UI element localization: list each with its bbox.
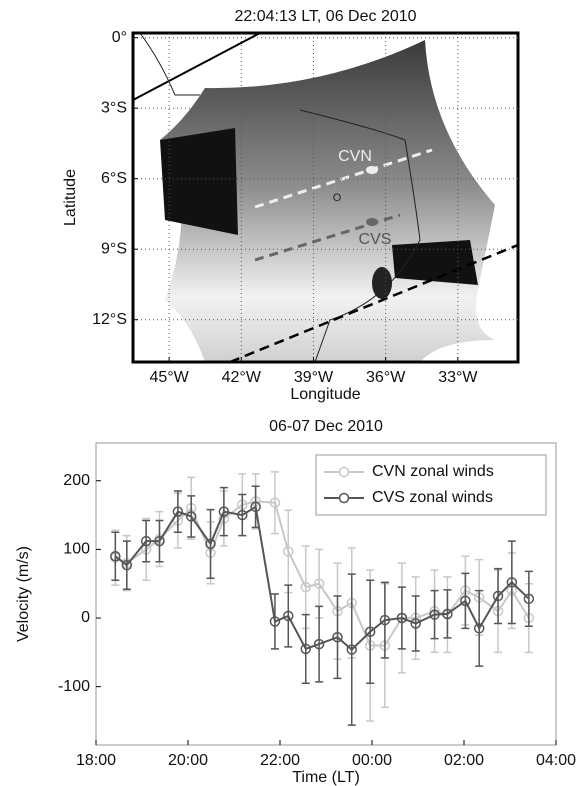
series-line	[114, 500, 530, 647]
data-point	[110, 551, 121, 562]
data-point	[313, 578, 325, 589]
data-point	[460, 595, 471, 607]
data-point	[410, 618, 421, 629]
annotation: O	[333, 192, 342, 204]
data-point	[140, 535, 152, 547]
data-point	[237, 509, 248, 521]
y-tick-label: 12°S	[92, 311, 127, 328]
y-tick-label: 3°S	[101, 99, 127, 116]
x-tick-label: 18:00	[76, 752, 116, 769]
data-point	[269, 497, 281, 508]
data-point	[379, 614, 391, 626]
data-point	[506, 577, 518, 588]
data-point	[473, 623, 485, 634]
y-tick-label: 100	[63, 541, 90, 558]
data-point	[429, 609, 440, 620]
legend-label: CVN zonal winds	[372, 463, 494, 480]
data-point	[154, 535, 165, 547]
data-point	[492, 590, 504, 602]
data-point	[364, 626, 376, 637]
data-point	[185, 511, 197, 522]
y-tick-label: 0	[81, 609, 90, 626]
y-axis-label: Latitude	[62, 169, 79, 226]
data-point	[442, 608, 453, 620]
legend-marker	[338, 466, 350, 478]
data-point	[332, 631, 343, 643]
annotation: CVN	[338, 148, 372, 165]
data-point	[313, 638, 325, 650]
data-point	[283, 546, 294, 557]
annotation: CVS	[359, 231, 392, 248]
data-point	[346, 644, 358, 655]
data-point	[300, 581, 312, 593]
x-tick-label: 42°W	[222, 369, 262, 386]
x-tick-label: 45°W	[149, 369, 189, 386]
data-point	[523, 593, 535, 605]
chart-title: 22:04:13 LT, 06 Dec 2010	[234, 8, 416, 25]
plot-frame	[95, 442, 557, 746]
y-tick-label: 200	[63, 472, 90, 489]
x-tick-label: 36°W	[366, 369, 406, 386]
x-axis-label: Time (LT)	[292, 769, 360, 786]
data-point	[121, 559, 133, 571]
data-point	[218, 506, 230, 517]
x-tick-label: 33°W	[438, 369, 478, 386]
x-tick-label: 02:00	[444, 752, 484, 769]
legend-label: CVS zonal winds	[372, 489, 493, 506]
x-tick-label: 20:00	[168, 752, 208, 769]
airglow-image	[133, 33, 518, 362]
chart-title: 06-07 Dec 2010	[269, 418, 383, 435]
x-tick-label: 39°W	[294, 369, 334, 386]
y-tick-label: 9°S	[101, 240, 127, 257]
data-point	[300, 643, 312, 655]
data-point	[205, 538, 216, 550]
x-tick-label: 04:00	[536, 752, 576, 769]
x-axis-label: Longitude	[290, 386, 360, 403]
data-point	[250, 501, 261, 513]
y-axis-label: Velocity (m/s)	[15, 546, 32, 642]
data-point	[172, 506, 184, 517]
data-point	[269, 616, 281, 627]
y-tick-label: 0°	[112, 29, 127, 46]
data-point	[283, 610, 294, 622]
data-point	[396, 612, 408, 624]
y-tick-label: 6°S	[101, 170, 127, 187]
x-tick-label: 00:00	[352, 752, 392, 769]
y-tick-label: -100	[58, 678, 90, 695]
x-tick-label: 22:00	[260, 752, 300, 769]
plot-frame	[131, 31, 520, 364]
legend-box	[315, 454, 547, 516]
legend-marker	[338, 492, 350, 504]
